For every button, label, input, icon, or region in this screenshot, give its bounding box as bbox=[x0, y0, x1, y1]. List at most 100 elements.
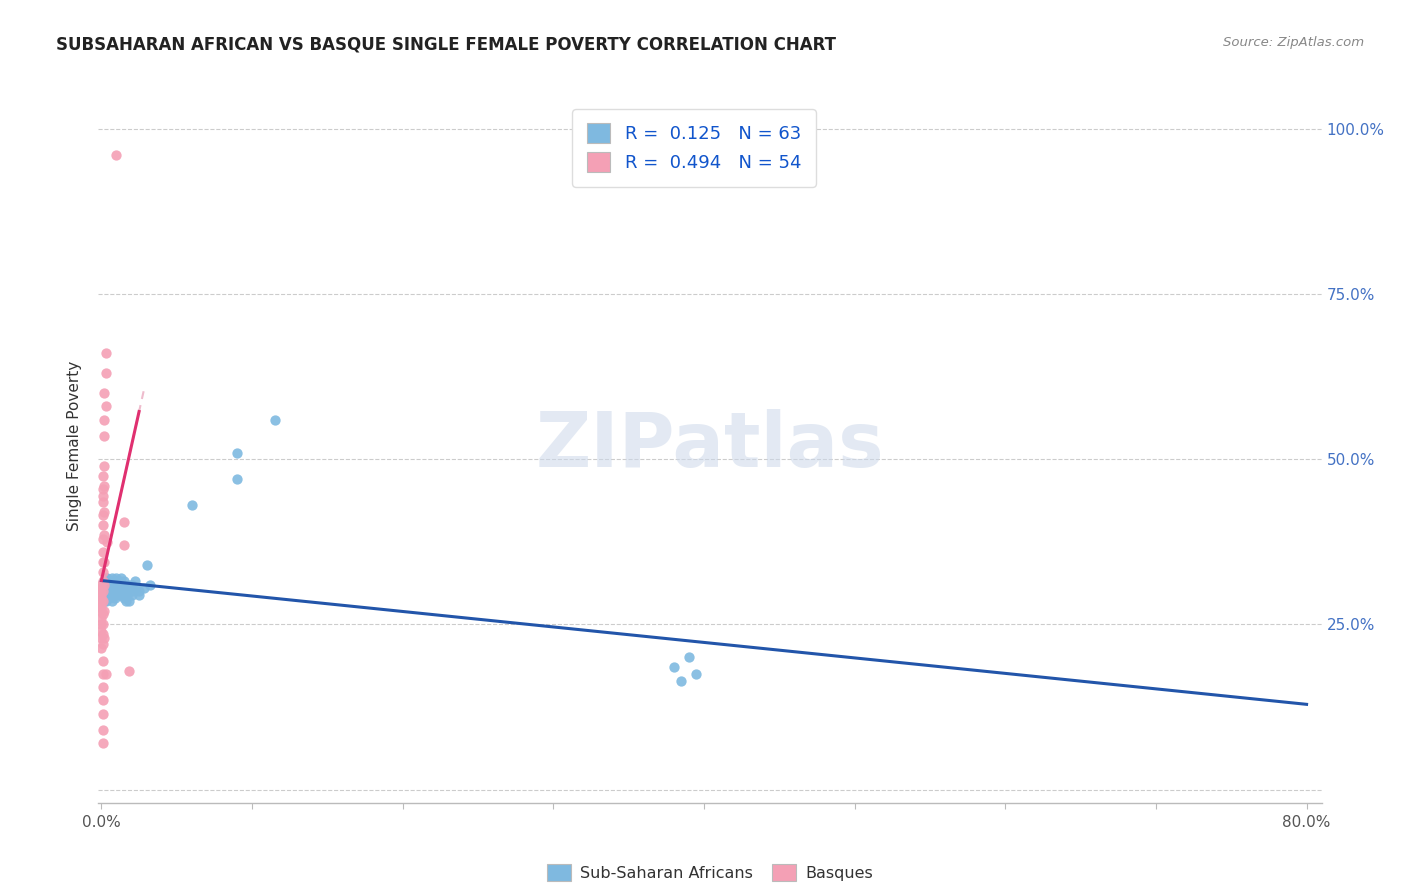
Point bbox=[111, 588, 134, 602]
Point bbox=[93, 588, 115, 602]
Point bbox=[93, 528, 115, 542]
Point bbox=[91, 654, 114, 668]
Point bbox=[96, 588, 118, 602]
Point bbox=[112, 538, 135, 552]
Point bbox=[124, 581, 146, 595]
Point bbox=[94, 571, 117, 585]
Point bbox=[91, 555, 114, 569]
Point bbox=[93, 578, 115, 592]
Text: ZIPatlas: ZIPatlas bbox=[536, 409, 884, 483]
Point bbox=[117, 594, 139, 608]
Point bbox=[107, 578, 129, 592]
Y-axis label: Single Female Poverty: Single Female Poverty bbox=[67, 361, 83, 531]
Point bbox=[90, 588, 112, 602]
Point bbox=[121, 578, 143, 592]
Point bbox=[226, 472, 249, 486]
Point bbox=[100, 588, 122, 602]
Point bbox=[93, 574, 115, 589]
Point bbox=[91, 495, 114, 509]
Point bbox=[90, 617, 112, 632]
Point bbox=[91, 574, 114, 589]
Point bbox=[91, 637, 114, 651]
Point bbox=[93, 604, 115, 618]
Point bbox=[101, 594, 124, 608]
Point bbox=[98, 591, 121, 605]
Point bbox=[100, 578, 122, 592]
Point bbox=[93, 555, 115, 569]
Point bbox=[91, 723, 114, 738]
Point bbox=[91, 736, 114, 750]
Point bbox=[226, 445, 249, 459]
Point bbox=[94, 584, 117, 599]
Point bbox=[94, 667, 117, 681]
Point bbox=[94, 346, 117, 360]
Point bbox=[93, 594, 115, 608]
Point bbox=[91, 594, 114, 608]
Point bbox=[96, 578, 118, 592]
Point bbox=[91, 489, 114, 503]
Point bbox=[96, 581, 118, 595]
Point bbox=[93, 458, 115, 473]
Point bbox=[117, 578, 139, 592]
Point bbox=[105, 148, 128, 162]
Point bbox=[91, 617, 114, 632]
Point bbox=[112, 591, 135, 605]
Point bbox=[91, 591, 114, 605]
Point bbox=[91, 584, 114, 599]
Point bbox=[91, 581, 114, 595]
Point bbox=[671, 673, 693, 688]
Point bbox=[91, 584, 114, 599]
Point bbox=[90, 581, 112, 595]
Point bbox=[90, 624, 112, 638]
Point bbox=[111, 578, 134, 592]
Point bbox=[101, 571, 124, 585]
Point bbox=[103, 574, 125, 589]
Point bbox=[108, 588, 131, 602]
Point bbox=[90, 594, 112, 608]
Point bbox=[108, 574, 131, 589]
Point bbox=[685, 667, 707, 681]
Point bbox=[135, 558, 157, 572]
Point bbox=[90, 640, 112, 655]
Legend: Sub-Saharan Africans, Basques: Sub-Saharan Africans, Basques bbox=[540, 857, 880, 888]
Point bbox=[93, 412, 115, 426]
Point bbox=[90, 631, 112, 645]
Point bbox=[93, 429, 115, 443]
Point bbox=[114, 584, 136, 599]
Text: SUBSAHARAN AFRICAN VS BASQUE SINGLE FEMALE POVERTY CORRELATION CHART: SUBSAHARAN AFRICAN VS BASQUE SINGLE FEMA… bbox=[56, 36, 837, 54]
Point bbox=[94, 400, 117, 414]
Point bbox=[94, 367, 117, 381]
Point bbox=[678, 650, 700, 665]
Point bbox=[114, 594, 136, 608]
Point bbox=[93, 478, 115, 492]
Point bbox=[121, 584, 143, 599]
Point bbox=[90, 600, 112, 615]
Point bbox=[98, 574, 121, 589]
Point bbox=[132, 581, 155, 595]
Point bbox=[124, 574, 146, 589]
Point bbox=[98, 584, 121, 599]
Point bbox=[121, 588, 143, 602]
Point bbox=[180, 499, 202, 513]
Point bbox=[128, 588, 150, 602]
Point bbox=[93, 584, 115, 599]
Point bbox=[91, 706, 114, 721]
Text: Source: ZipAtlas.com: Source: ZipAtlas.com bbox=[1223, 36, 1364, 49]
Point bbox=[91, 508, 114, 523]
Point bbox=[91, 482, 114, 496]
Point bbox=[115, 581, 138, 595]
Point bbox=[94, 594, 117, 608]
Point bbox=[91, 518, 114, 533]
Point bbox=[90, 611, 112, 625]
Point bbox=[91, 578, 114, 592]
Point bbox=[90, 598, 112, 612]
Point bbox=[107, 584, 129, 599]
Point bbox=[91, 667, 114, 681]
Point bbox=[91, 607, 114, 622]
Point bbox=[112, 515, 135, 529]
Point bbox=[93, 505, 115, 519]
Point bbox=[103, 588, 125, 602]
Point bbox=[91, 693, 114, 707]
Point bbox=[104, 581, 127, 595]
Point bbox=[117, 664, 139, 678]
